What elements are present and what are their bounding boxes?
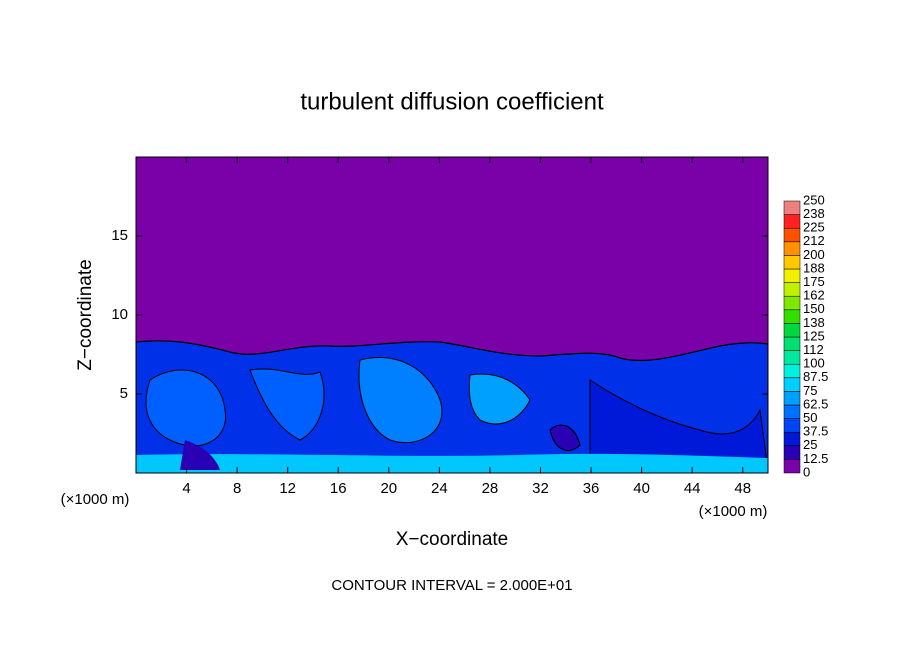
colorbar-segment bbox=[783, 282, 801, 297]
x-unit-label: (×1000 m) bbox=[699, 503, 768, 520]
y-axis-label: Z−coordinate bbox=[75, 259, 96, 370]
field-region bbox=[180, 440, 220, 470]
colorbar-segment bbox=[783, 350, 801, 365]
colorbar-label: 250 bbox=[803, 192, 825, 207]
colorbar-segment bbox=[783, 459, 801, 474]
field-region bbox=[145, 369, 226, 447]
y-tick-label: 10 bbox=[111, 306, 128, 323]
colorbar-segment bbox=[783, 309, 801, 324]
colorbar-label: 12.5 bbox=[803, 451, 828, 466]
colorbar-segment bbox=[783, 255, 801, 270]
field-region bbox=[589, 379, 768, 471]
colorbar-segment bbox=[783, 214, 801, 229]
colorbar-label: 112 bbox=[803, 342, 824, 357]
colorbar-segment bbox=[783, 200, 801, 215]
colorbar-label: 87.5 bbox=[803, 369, 828, 384]
colorbar-label: 138 bbox=[803, 315, 825, 330]
x-tick-label: 44 bbox=[684, 480, 701, 497]
field-region bbox=[358, 357, 443, 444]
colorbar-label: 125 bbox=[803, 328, 825, 343]
colorbar-label: 150 bbox=[803, 301, 825, 316]
x-tick-label: 12 bbox=[279, 480, 296, 497]
colorbar-segment bbox=[783, 404, 801, 419]
field-region bbox=[136, 453, 768, 473]
colorbar-segment bbox=[783, 323, 801, 338]
colorbar-segment bbox=[783, 336, 801, 351]
y-tick-label: 5 bbox=[120, 385, 128, 402]
colorbar-label: 212 bbox=[803, 233, 825, 248]
x-tick-label: 32 bbox=[532, 480, 549, 497]
colorbar-label: 162 bbox=[803, 288, 825, 303]
colorbar-segment bbox=[783, 418, 801, 433]
colorbar-segment bbox=[783, 391, 801, 406]
field-region bbox=[249, 368, 325, 441]
x-axis-label: X−coordinate bbox=[396, 529, 509, 550]
colorbar-label: 50 bbox=[803, 410, 817, 425]
colorbar-segment bbox=[783, 227, 801, 243]
colorbar-label: 200 bbox=[803, 247, 825, 262]
colorbar-segment bbox=[783, 377, 801, 392]
x-tick-label: 48 bbox=[734, 480, 751, 497]
field-region bbox=[468, 373, 531, 425]
x-tick-label: 28 bbox=[482, 480, 499, 497]
colorbar-label: 100 bbox=[803, 356, 825, 371]
colorbar-segment bbox=[783, 445, 801, 460]
colorbar-label: 75 bbox=[803, 383, 817, 398]
contour-field bbox=[136, 157, 768, 473]
colorbar-label: 62.5 bbox=[803, 396, 828, 411]
colorbar-segment bbox=[783, 241, 801, 256]
colorbar-segment bbox=[783, 431, 801, 447]
contour-note: CONTOUR INTERVAL = 2.000E+01 bbox=[331, 577, 572, 594]
colorbar-label: 175 bbox=[803, 274, 825, 289]
colorbar-segment bbox=[783, 363, 801, 379]
colorbar-label: 238 bbox=[803, 206, 825, 221]
colorbar-segment bbox=[783, 268, 801, 283]
x-tick-label: 24 bbox=[431, 480, 448, 497]
colorbar-segment bbox=[783, 295, 801, 311]
x-tick-label: 40 bbox=[633, 480, 650, 497]
colorbar-label: 37.5 bbox=[803, 424, 828, 439]
x-tick-label: 16 bbox=[330, 480, 347, 497]
colorbar-label: 225 bbox=[803, 220, 825, 235]
colorbar-label: 25 bbox=[803, 437, 817, 452]
x-unit-label: (×1000 m) bbox=[61, 491, 130, 508]
colorbar-label: 188 bbox=[803, 260, 825, 275]
y-tick-label: 15 bbox=[111, 227, 128, 244]
colorbar-label: 0 bbox=[803, 464, 810, 479]
x-tick-label: 20 bbox=[380, 480, 397, 497]
chart-title: turbulent diffusion coefficient bbox=[300, 88, 604, 115]
field-region bbox=[549, 424, 581, 451]
x-tick-label: 4 bbox=[182, 480, 190, 497]
x-tick-label: 36 bbox=[583, 480, 600, 497]
x-tick-label: 8 bbox=[233, 480, 241, 497]
